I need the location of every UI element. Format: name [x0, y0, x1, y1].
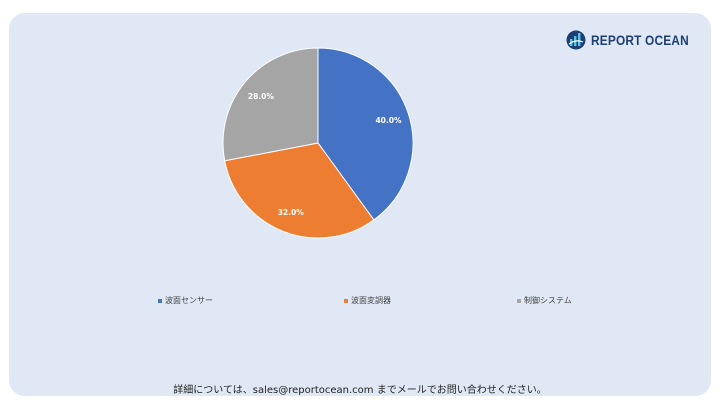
pie-data-label-3: 28.0% [248, 92, 275, 101]
legend-item-3: 制御システム [517, 295, 572, 306]
legend-item-1: 波面センサー [158, 295, 213, 306]
legend-label-2: 波面変調器 [351, 296, 391, 305]
legend-swatch-2 [344, 298, 348, 303]
legend-item-2: 波面変調器 [344, 295, 391, 306]
legend-swatch-1 [158, 298, 162, 303]
pie-slice-2 [224, 142, 375, 239]
legend-label-1: 波面センサー [165, 296, 213, 305]
report-ocean-logo-icon [566, 30, 586, 50]
pie-slice-1 [317, 47, 414, 221]
pie-data-label-1: 40.0% [375, 116, 402, 125]
pie-data-label-2: 32.0% [278, 208, 305, 217]
chart-legend: 波面センサー 波面変調器 制御システム [0, 295, 720, 307]
pie-slice-3 [222, 47, 319, 162]
contact-footer: 詳細については、sales@reportocean.com までメールでお問い合… [173, 385, 547, 396]
legend-label-3: 制御システム [524, 296, 572, 305]
legend-swatch-3 [517, 298, 521, 303]
brand-logo: REPORT OCEAN [566, 28, 702, 52]
brand-name: REPORT OCEAN [591, 32, 689, 48]
